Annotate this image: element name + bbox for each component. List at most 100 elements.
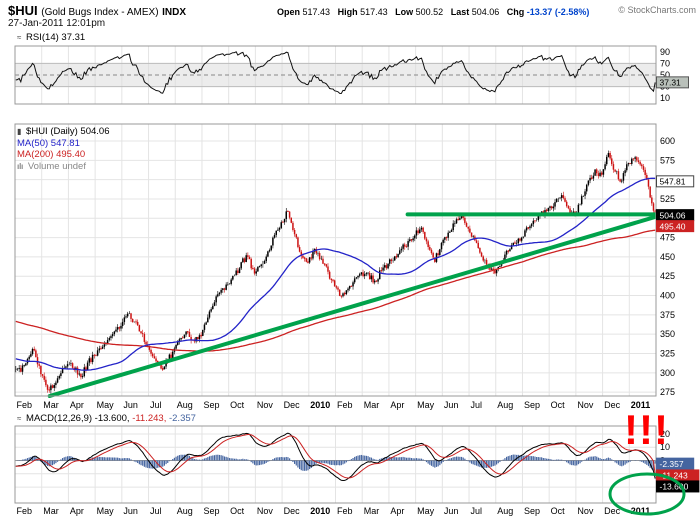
rsi-label: RSI(14) [26,32,59,43]
ma50-value-box [656,175,695,188]
price-series-label: $HUI (Daily) [26,126,78,137]
x-axis-label: Dec [604,506,621,516]
rsi-line [15,51,656,95]
price-legend: ▮ $HUI (Daily) 504.06 MA(50) 547.81 MA(2… [17,126,109,172]
price-axis-label: 325 [660,349,675,359]
x-axis-label: Jun [123,400,138,410]
x-axis-label: 2011 [631,400,651,410]
support-trendline [47,214,658,398]
x-axis-label: Feb [17,506,33,516]
alert-ellipse [608,472,686,516]
macd-signal-line [15,434,656,479]
price-axis-label: 400 [660,291,675,301]
open-value: 517.43 [302,7,331,17]
x-axis-label: Mar [43,400,59,410]
x-axis-label: Dec [604,400,621,410]
price-axis-label: 600 [660,136,675,146]
x-axis-label: Apr [70,506,84,516]
x-axis-label: May [417,400,435,410]
x-axis-label: Aug [497,506,513,516]
macd-indicator-icon: ≈ [17,414,22,423]
candlestick-icon: ▮ [17,127,22,136]
price-last-value: 504.06 [80,126,110,137]
chart-title: $HUI (Gold Bugs Index - AMEX) INDX [8,3,186,18]
macd-hist-value-box-value: -2.357 [660,459,684,469]
price-axis-label: 350 [660,329,675,339]
ma50-value: 547.81 [50,137,80,149]
x-axis-label: Nov [577,400,594,410]
price-axis-label: 575 [660,155,675,165]
volume-legend-row: ılı Volume undef [17,161,109,173]
x-axis-label: Nov [257,400,274,410]
x-axis-label: May [97,400,115,410]
x-axis-label: Oct [551,400,566,410]
quote-bar: Open 517.43 High 517.43 Low 500.52 Last … [277,7,589,17]
rsi-legend: ≈ RSI(14) 37.31 [17,32,85,43]
rsi-axis-label: 50 [660,70,670,80]
rsi-axis-label: 10 [660,93,670,103]
x-axis-label: Mar [364,506,380,516]
macd-line [15,432,656,482]
macd-signal-value-box-value: -11.243 [660,471,688,481]
x-axis-label: Aug [177,400,193,410]
chart-datetime: 27-Jan-2011 12:01pm [8,18,106,29]
macd-line-legend-value: -13.600, [94,413,130,424]
ticker-exchange: INDX [162,7,187,18]
x-axis-label: Jul [150,400,162,410]
macd-line-value-box-value: -13.600 [660,482,689,492]
macd-axis-label: 10 [660,442,670,452]
price-axis-label: 275 [660,387,675,397]
rsi-band [15,63,656,87]
stockcharts-copyright: © StockCharts.com [618,5,696,15]
ma200-value-box-value: 495.40 [660,221,686,231]
price-axis-label: 375 [660,310,675,320]
x-axis-label: Nov [577,506,594,516]
rsi-indicator-icon: ≈ [17,33,22,42]
rsi-value-box-value: 37.31 [660,78,682,88]
ma200-label: MA(200) [17,149,54,160]
chg-label: Chg [506,7,525,17]
macd-legend: ≈ MACD(12,26,9) -13.600, -11.243, -2.357 [17,413,196,424]
x-axis-label: Jul [471,506,483,516]
last-price-box-value: 504.06 [660,210,686,220]
x-axis-label: Nov [257,506,274,516]
ma200-value-box [656,220,695,233]
rsi-value-box [656,76,689,89]
volume-bars-icon: ılı [17,161,24,171]
macd-hist-legend-value: -2.357 [168,413,196,424]
low-label: Low [395,7,414,17]
macd-signal-legend-value: -11.243, [132,413,167,424]
x-axis-label: Feb [337,506,353,516]
macd-hist-value-box [656,457,695,470]
low-value: 500.52 [415,7,444,17]
last-label: Last [450,7,470,17]
price-panel-border [14,123,657,397]
x-axis-label: Apr [390,400,404,410]
ma50-line [15,177,656,371]
x-axis-label: Jul [150,506,162,516]
x-axis-label: Oct [230,506,245,516]
x-axis-label: Aug [177,506,193,516]
ma200-legend-row: MA(200) 495.40 [17,149,109,161]
exclamation-annotation: !!! [624,406,669,453]
volume-value: undef [62,160,86,172]
x-axis-label: Mar [364,400,380,410]
x-axis-label: Jun [444,506,459,516]
x-axis-label: Feb [337,400,353,410]
macd-axis-label: 20 [660,429,670,439]
x-axis-label: Oct [230,400,245,410]
ticker-name: (Gold Bugs Index - AMEX) [41,7,159,18]
last-value: 504.06 [471,7,500,17]
ma50-label: MA(50) [17,137,49,149]
ma50-value-box-value: 547.81 [660,177,686,187]
ma200-line [15,229,656,352]
x-axis-label: Sep [524,400,540,410]
x-axis-label: Feb [17,400,33,410]
price-axis-label: 300 [660,368,675,378]
x-axis-label: May [417,506,435,516]
x-axis-label: Sep [203,506,219,516]
x-axis-label: 2011 [631,506,651,516]
price-series-row: ▮ $HUI (Daily) 504.06 [17,126,109,138]
x-axis-label: Jun [123,506,138,516]
